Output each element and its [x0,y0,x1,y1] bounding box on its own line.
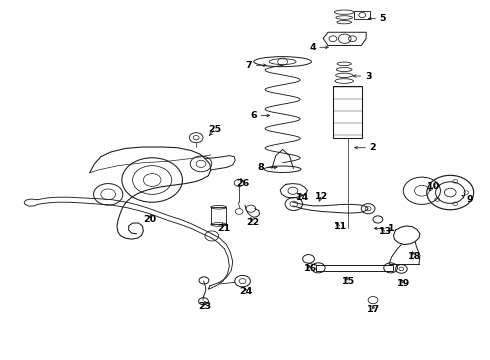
Text: 19: 19 [397,279,410,288]
Bar [354,12,370,19]
Text: 24: 24 [239,287,253,296]
Text: 26: 26 [236,179,249,188]
Text: 8: 8 [257,163,277,172]
Text: 1: 1 [374,224,395,233]
Text: 22: 22 [246,218,259,227]
Text: 9: 9 [462,195,473,204]
Text: 12: 12 [315,192,328,201]
Text: 6: 6 [250,111,270,120]
Text: 10: 10 [427,182,440,191]
Text: 23: 23 [198,301,212,311]
Text: 20: 20 [144,215,157,224]
Text: 18: 18 [408,252,422,261]
Text: 4: 4 [309,43,328,52]
Text: 3: 3 [353,72,371,81]
Text: 5: 5 [368,14,386,23]
Text: 16: 16 [304,265,317,274]
Text: 7: 7 [245,61,266,70]
Text: 11: 11 [334,222,347,231]
Text: 14: 14 [296,193,309,202]
Text: 2: 2 [355,143,376,152]
Bar [211,207,226,225]
Text: 25: 25 [208,125,221,135]
Text: 15: 15 [342,276,355,285]
Text: 13: 13 [379,228,392,237]
Text: 17: 17 [368,305,381,314]
Bar [316,265,393,271]
Text: 21: 21 [217,224,230,233]
Bar [333,86,362,138]
